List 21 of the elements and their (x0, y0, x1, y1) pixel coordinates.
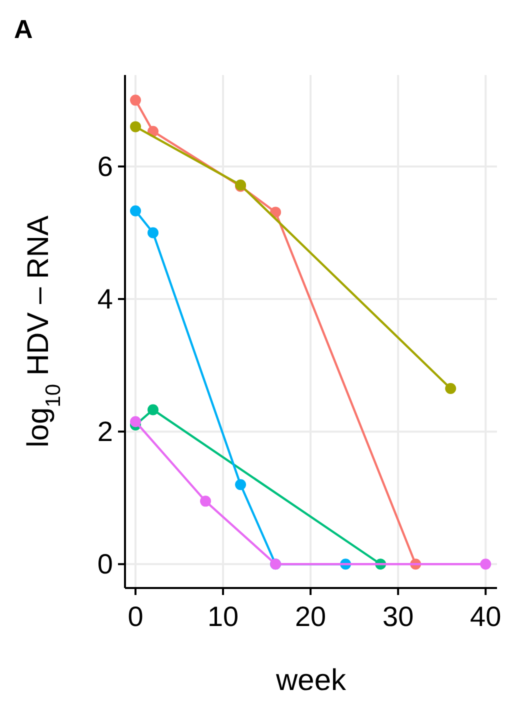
point (235, 479, 246, 490)
y-tick-label: 2 (97, 416, 113, 448)
x-tick-label: 0 (128, 601, 144, 632)
x-tick-label: 30 (382, 601, 414, 632)
point (130, 94, 142, 106)
y-tick-label: 0 (97, 548, 113, 580)
point (200, 496, 212, 507)
x-tick-label: 40 (470, 601, 502, 632)
x-axis-title: week (274, 664, 348, 697)
point (480, 558, 492, 570)
point (130, 121, 142, 132)
point (148, 227, 159, 238)
chart-title: A (14, 14, 33, 44)
y-tick-label: 6 (97, 150, 113, 182)
y-tick-label: 4 (97, 284, 113, 315)
point (148, 404, 159, 416)
point (130, 416, 142, 428)
x-tick-label: 10 (207, 601, 239, 632)
point (445, 383, 456, 394)
point (130, 205, 142, 216)
x-tick-label: 20 (294, 601, 326, 632)
